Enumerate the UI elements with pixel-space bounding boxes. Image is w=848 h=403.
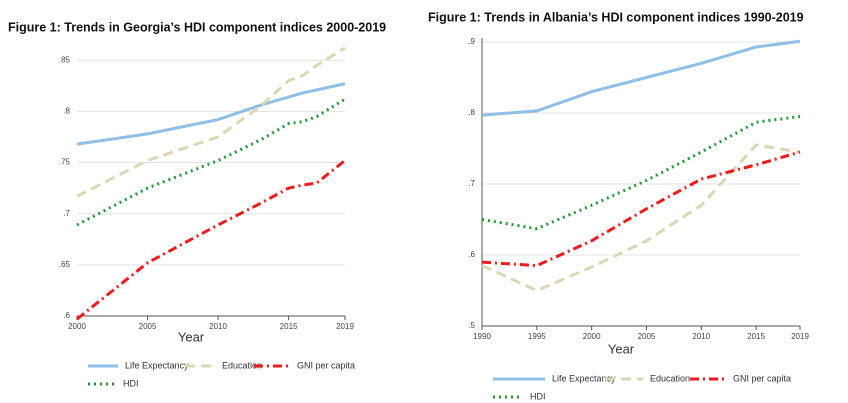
y-tick-label: .85: [59, 55, 71, 64]
x-axis-label: Year: [608, 341, 635, 356]
series-line: [76, 159, 346, 321]
y-tick-label: .8: [63, 106, 70, 115]
legend-label: Education: [650, 373, 690, 383]
series-line: [481, 39, 801, 117]
y-tick-label: .6: [63, 311, 70, 320]
x-tick-label: 2019: [336, 322, 354, 331]
x-axis-label: Year: [178, 329, 205, 344]
series-line: [481, 143, 801, 293]
legend-label: Life Expectancy: [125, 360, 189, 370]
series-line: [76, 97, 346, 227]
x-tick-label: 2000: [68, 322, 86, 331]
legend-label: GNI per capita: [733, 373, 791, 383]
chart-title: Figure 1: Trends in Albania’s HDI compon…: [428, 10, 804, 24]
y-tick-label: .75: [59, 158, 71, 167]
y-tick-label: .7: [63, 209, 70, 218]
legend-label: HDI: [530, 391, 546, 401]
x-tick-label: 2005: [139, 322, 157, 331]
x-tick-label: 1995: [528, 332, 546, 341]
x-tick-label: 2019: [791, 332, 809, 341]
y-tick-label: .5: [468, 321, 475, 330]
x-tick-label: 1990: [473, 332, 491, 341]
y-tick-label: .65: [59, 260, 71, 269]
x-tick-label: 2005: [638, 332, 656, 341]
y-tick-label: .6: [468, 250, 475, 259]
x-tick-label: 2015: [280, 322, 298, 331]
series-line: [76, 46, 346, 198]
series-line: [481, 150, 801, 268]
x-tick-label: 2010: [209, 322, 227, 331]
x-tick-label: 2010: [692, 332, 710, 341]
y-tick-label: .8: [468, 108, 475, 117]
legend-label: GNI per capita: [297, 360, 355, 370]
legend-label: Life Expectancy: [552, 373, 616, 383]
legend-label: Education: [222, 360, 262, 370]
legend-label: HDI: [123, 378, 139, 388]
series-line: [481, 115, 801, 231]
chart-title: Figure 1: Trends in Georgia’s HDI compon…: [8, 20, 386, 34]
y-tick-label: .7: [468, 179, 475, 188]
x-tick-label: 2000: [583, 332, 601, 341]
y-tick-label: .9: [468, 37, 475, 46]
x-tick-label: 2015: [747, 332, 765, 341]
series-line: [76, 82, 346, 146]
